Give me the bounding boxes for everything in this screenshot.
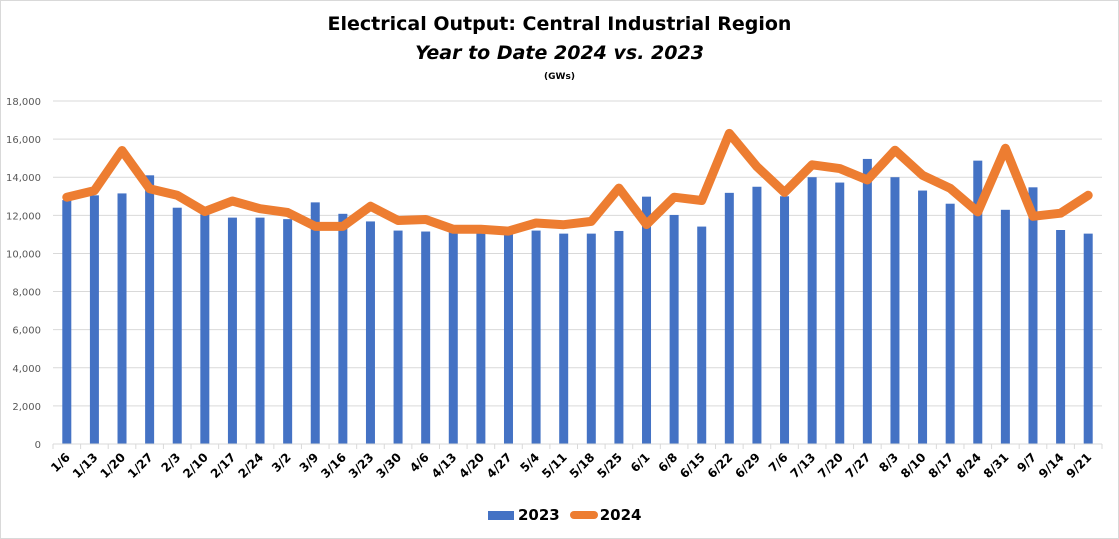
legend-item-2024: 2024 bbox=[569, 506, 642, 524]
bar-2023 bbox=[586, 233, 596, 444]
y-tick-label: 4,000 bbox=[12, 364, 41, 375]
bar-2023 bbox=[421, 231, 431, 444]
bar-2023 bbox=[669, 214, 679, 444]
x-tick-label: 5/11 bbox=[539, 450, 570, 481]
chart-title: Electrical Output: Central Industrial Re… bbox=[327, 13, 792, 35]
bar-2023 bbox=[1028, 187, 1038, 445]
x-tick-label: 5/18 bbox=[567, 450, 598, 481]
y-axis-labels: 0 2,000 4,000 6,000 8,000 10,000 12,000 14,000 1… bbox=[6, 97, 41, 451]
y-tick-label: 2,000 bbox=[12, 402, 41, 413]
y-tick-label: 14,000 bbox=[6, 173, 41, 184]
x-tick-label: 2/24 bbox=[235, 450, 266, 481]
legend-item-2023: 2023 bbox=[488, 506, 560, 524]
gridlines bbox=[53, 100, 1102, 407]
x-tick-label: 9/21 bbox=[1064, 450, 1095, 481]
bar-2023 bbox=[476, 232, 486, 444]
x-tick-label: 1/13 bbox=[70, 450, 101, 481]
x-tick-label: 6/29 bbox=[732, 450, 763, 481]
bar-2023 bbox=[945, 203, 955, 444]
bar-2023 bbox=[310, 202, 320, 444]
bar-2023 bbox=[1083, 233, 1093, 444]
bar-2023 bbox=[1056, 230, 1066, 444]
legend-swatch-2023 bbox=[488, 510, 514, 520]
bar-2023 bbox=[255, 217, 265, 444]
bar-2023 bbox=[283, 219, 293, 444]
bar-2023 bbox=[365, 221, 375, 444]
x-tick-label: 2/10 bbox=[180, 450, 211, 481]
bar-2023 bbox=[62, 200, 72, 444]
bar-2023 bbox=[835, 182, 845, 444]
x-tick-label: 3/30 bbox=[373, 450, 404, 481]
bar-2023 bbox=[780, 196, 790, 444]
x-tick-label: 8/24 bbox=[953, 450, 984, 481]
bar-2023 bbox=[1000, 209, 1010, 444]
x-tick-label: 3/23 bbox=[346, 450, 377, 481]
x-tick-label: 6/22 bbox=[705, 450, 736, 481]
x-tick-label: 3/16 bbox=[318, 450, 349, 481]
bar-2023 bbox=[117, 193, 127, 444]
y-tick-label: 18,000 bbox=[6, 97, 41, 108]
x-tick-label: 8/31 bbox=[981, 450, 1012, 481]
bar-2023 bbox=[89, 195, 99, 444]
line-2024 bbox=[62, 128, 1093, 236]
x-tick-label: 4/13 bbox=[429, 450, 460, 481]
legend: 2023 2024 bbox=[488, 505, 652, 525]
bar-2023 bbox=[890, 177, 900, 444]
line-2024-path bbox=[62, 128, 1093, 236]
legend-label-2023: 2023 bbox=[518, 506, 560, 524]
bar-2023 bbox=[862, 158, 872, 444]
bar-2023 bbox=[752, 186, 762, 444]
legend-label-2024: 2024 bbox=[599, 506, 642, 524]
bar-2023 bbox=[697, 226, 707, 444]
y-tick-label: 16,000 bbox=[6, 135, 41, 146]
x-tick-label: 3/2 bbox=[269, 450, 294, 475]
x-tick-label: 8/17 bbox=[926, 450, 957, 481]
bar-2023 bbox=[973, 160, 983, 444]
bar-2023 bbox=[145, 175, 155, 445]
bar-2023 bbox=[172, 207, 182, 444]
y-tick-label: 6,000 bbox=[12, 326, 41, 337]
bars-2023 bbox=[62, 158, 1093, 445]
bar-2023 bbox=[559, 233, 569, 444]
chart-units: (GWs) bbox=[544, 72, 575, 82]
y-tick-label: 12,000 bbox=[6, 211, 41, 222]
x-tick-label: 7/27 bbox=[843, 450, 874, 481]
x-tick-label: 5/25 bbox=[594, 450, 625, 481]
x-tick-label: 6/15 bbox=[677, 450, 708, 481]
chart-subtitle: Year to Date 2024 vs. 2023 bbox=[415, 42, 704, 64]
x-tick-label: 2/17 bbox=[208, 450, 239, 481]
y-tick-label: 8,000 bbox=[12, 288, 41, 299]
bar-2023 bbox=[531, 230, 541, 444]
x-tick-label: 6/1 bbox=[628, 450, 653, 475]
x-axis bbox=[52, 443, 1103, 449]
bar-2023 bbox=[200, 214, 210, 444]
x-tick-label: 4/20 bbox=[456, 450, 487, 481]
bar-2023 bbox=[338, 213, 348, 444]
x-tick-label: 1/27 bbox=[125, 450, 156, 481]
bar-2023 bbox=[614, 230, 624, 444]
bar-2023 bbox=[448, 232, 458, 444]
x-tick-label: 8/10 bbox=[898, 450, 929, 481]
bar-2023 bbox=[724, 192, 734, 444]
legend-swatch-2024 bbox=[569, 511, 598, 519]
x-tick-label: 7/20 bbox=[815, 450, 846, 481]
bar-2023 bbox=[918, 190, 928, 444]
x-tick-label: 4/27 bbox=[484, 450, 515, 481]
bar-2023 bbox=[642, 196, 652, 444]
bar-2023 bbox=[227, 217, 237, 444]
x-axis-labels: 1/61/131/201/27 2/32/102/172/24 3/2 3/93/16… bbox=[48, 450, 1094, 481]
x-tick-label: 7/13 bbox=[788, 450, 819, 481]
y-tick-label: 10,000 bbox=[6, 249, 41, 260]
y-tick-label: 0 bbox=[35, 440, 41, 451]
bar-2023 bbox=[393, 230, 403, 444]
bar-2023 bbox=[503, 234, 513, 444]
bar-2023 bbox=[807, 177, 817, 444]
x-tick-label: 9/14 bbox=[1036, 450, 1067, 481]
x-tick-label: 1/20 bbox=[97, 450, 128, 481]
